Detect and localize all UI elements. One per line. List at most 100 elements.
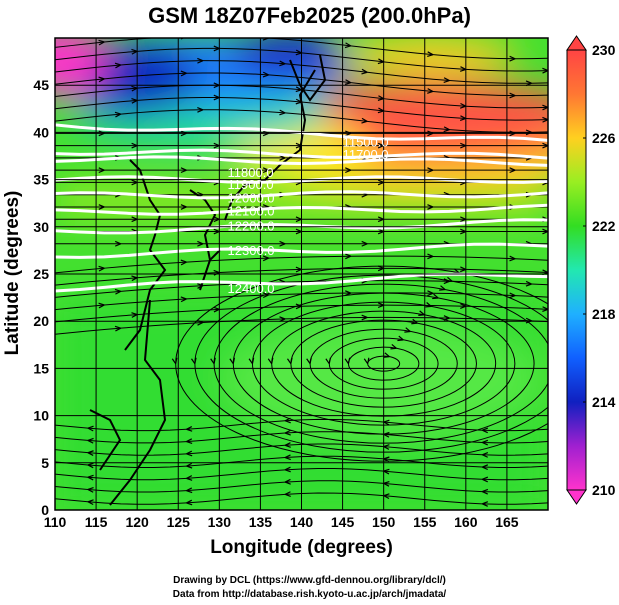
streamline-arrow (344, 357, 351, 365)
streamline-arrow (418, 310, 425, 316)
streamline-arrow (98, 302, 105, 309)
streamline-arrow (344, 42, 352, 49)
x-tick-label: 135 (249, 514, 273, 530)
streamline-arrow (295, 142, 302, 149)
y-axis-ticks: 0 5 10 15 20 25 30 35 40 45 (33, 77, 49, 518)
streamline-arrow (361, 314, 368, 321)
streamline-arrow (262, 292, 269, 299)
streamline-arrow (542, 67, 548, 74)
streamline-arrow (525, 280, 532, 287)
streamline-arrow (197, 106, 204, 113)
x-tick-label: 110 (44, 514, 67, 530)
streamline-arrow (279, 60, 286, 67)
streamline-arrow (427, 204, 434, 210)
streamline-arrow (377, 107, 384, 114)
colorbar: 210 214 218 222 226 230 (566, 35, 616, 505)
streamline-arrow (383, 419, 390, 426)
streamline-arrow (443, 77, 450, 84)
streamline-arrow (306, 357, 312, 365)
grid-lines (55, 38, 548, 510)
streamline-arrow (509, 55, 516, 62)
streamline-arrow (186, 487, 193, 494)
streamline-arrow (279, 109, 286, 116)
streamline-arrow (213, 306, 220, 313)
streamline-arrow (427, 290, 434, 297)
colorbar-label: 226 (592, 130, 616, 146)
streamline-arrow (180, 259, 187, 266)
streamline-arrow (98, 265, 105, 272)
streamline-arrow (377, 228, 384, 235)
streamline-arrow (114, 62, 122, 69)
streamline-arrow (186, 426, 193, 432)
streamline-arrow (345, 253, 352, 260)
figure-title: GSM 18Z07Feb2025 (200.0hPa) (148, 3, 471, 28)
contour-label: 11900.0 (228, 177, 274, 192)
streamline-arrow (460, 142, 467, 149)
streamline-arrow (325, 357, 332, 365)
y-tick-label: 35 (33, 172, 49, 188)
streamline-arrow (213, 94, 220, 101)
streamline-arrow (482, 476, 489, 483)
streamline-arrow (377, 179, 384, 186)
streamline-arrow (180, 70, 187, 77)
streamline-arrow (186, 450, 193, 457)
streamline-arrow (427, 88, 434, 94)
streamline-arrow (542, 142, 548, 149)
streamline-arrow (284, 466, 291, 473)
streamline-arrow (542, 306, 548, 312)
streamline-arrow (284, 429, 291, 436)
streamline-arrow (131, 85, 138, 92)
streamline-arrow (131, 142, 138, 149)
credit-data: Data from http://database.rish.kyoto-u.a… (172, 589, 447, 600)
streamline-arrow (460, 216, 467, 223)
y-tick-label: 5 (41, 455, 49, 471)
x-axis-label: Longitude (degrees) (210, 537, 393, 558)
streamline-arrow (131, 179, 138, 186)
streamline-arrow (114, 111, 122, 118)
contour-label: 12200.0 (228, 219, 275, 234)
streamline-arrow (131, 275, 138, 282)
streamline-arrow (509, 292, 516, 299)
streamline-arrow (460, 266, 467, 273)
streamline-arrow (542, 116, 548, 123)
streamline-arrow (114, 325, 122, 332)
streamline-arrow (197, 283, 204, 289)
streamline-arrow (361, 240, 368, 247)
streamline-arrow (229, 357, 236, 365)
x-axis-ticks: 110 115 120 125 130 135 140 145 150 155 160 165 (44, 514, 519, 530)
colorbar-max-arrow (566, 35, 587, 51)
plot-frame (54, 37, 549, 511)
streamline-arrow (439, 285, 446, 291)
streamline-arrow (213, 216, 220, 223)
streamline-arrow (98, 167, 105, 174)
streamline-arrow (542, 104, 548, 111)
contour-label: 12000.0 (228, 190, 275, 205)
streamline-arrow (284, 478, 291, 485)
streamline-arrow (284, 442, 291, 448)
x-tick-label: 120 (125, 514, 149, 530)
streamline-arrow (427, 51, 434, 58)
streamline-arrow (87, 462, 94, 469)
streamline-arrow (284, 417, 291, 424)
streamline-arrow (295, 216, 302, 223)
credit-drawing: Drawing by DCL (https://www.gfd-dennou.o… (173, 575, 446, 586)
x-tick-label: 160 (454, 514, 478, 530)
streamline-arrow (190, 357, 197, 365)
streamline-arrow (482, 439, 489, 446)
streamline-arrow (180, 167, 187, 174)
streamline-arrow (482, 452, 489, 458)
streamline-arrow (459, 66, 467, 72)
streamline-arrow (180, 296, 187, 303)
streamline-arrow (460, 303, 467, 309)
contour-label: 12100.0 (228, 203, 275, 218)
streamline-arrow (443, 126, 450, 133)
contour-label: 12300.0 (228, 243, 275, 258)
streamline-arrow (210, 357, 216, 365)
streamline-arrow (131, 216, 138, 223)
streamline-arrow (344, 79, 352, 85)
streamline-arrow (482, 427, 489, 434)
streamline-arrow (377, 302, 384, 309)
streamline-arrow (427, 167, 434, 174)
contour-label: 11800.0 (228, 165, 274, 180)
